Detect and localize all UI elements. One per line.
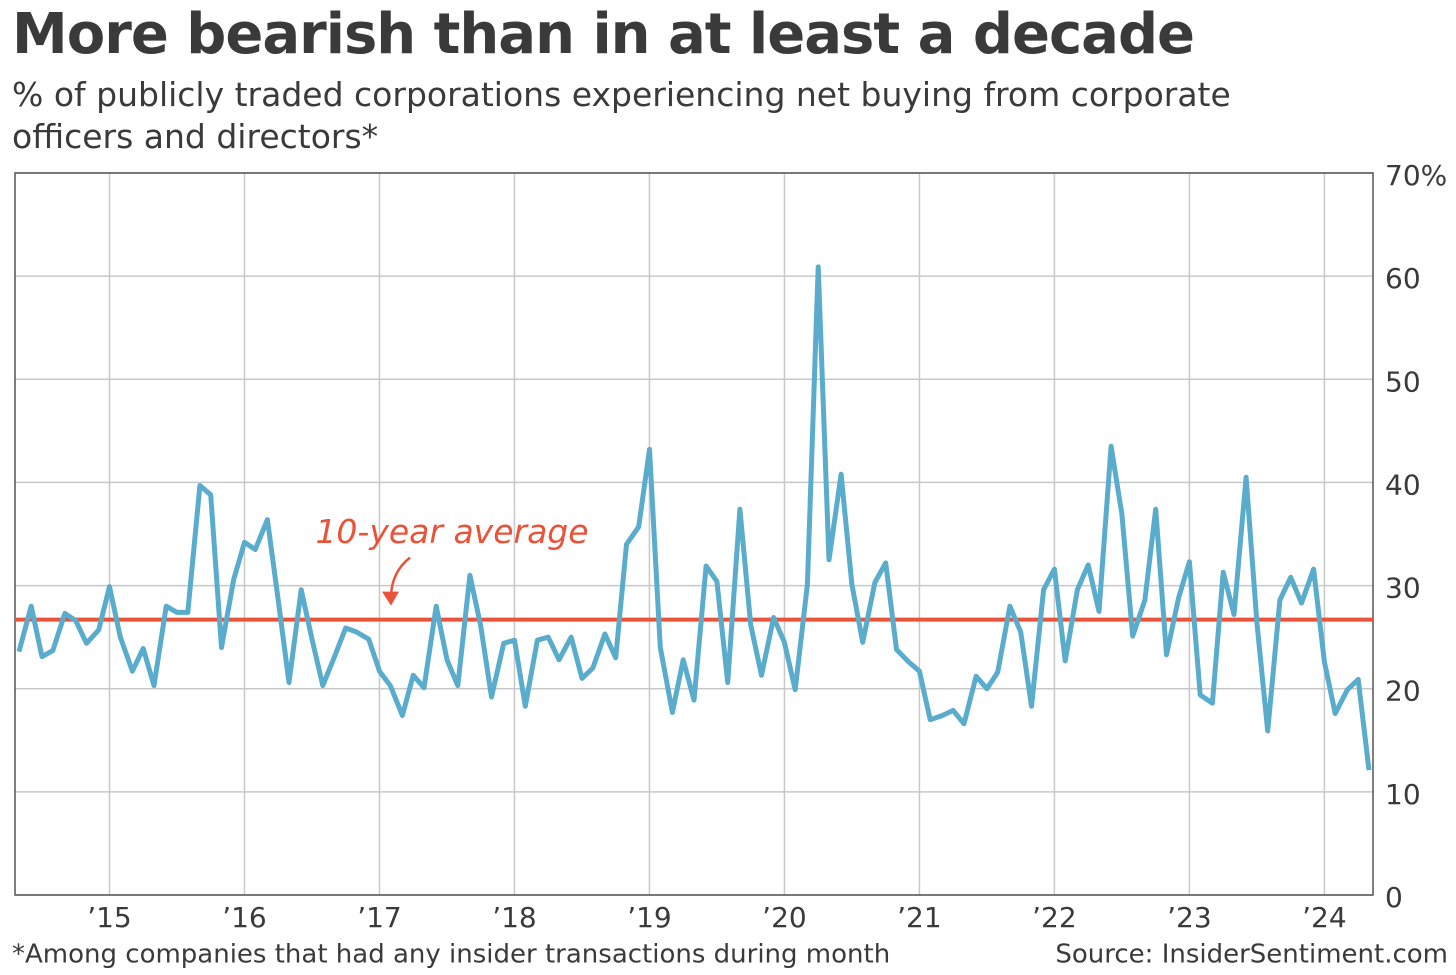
y-tick-label: 10 (1385, 778, 1421, 811)
reference-label: 10-year average (315, 512, 588, 551)
annotation-arrow (389, 556, 411, 596)
x-tick-label: ’17 (357, 901, 402, 934)
x-tick-label: ’19 (627, 901, 672, 934)
y-tick-label: 20 (1385, 675, 1421, 708)
chart-title: More bearish than in at least a decade (12, 2, 1195, 67)
x-tick-label: ’16 (222, 901, 267, 934)
x-tick-label: ’24 (1302, 901, 1347, 934)
data-line (16, 264, 1372, 771)
x-tick-label: ’21 (897, 901, 942, 934)
y-tick-label: 60 (1385, 262, 1421, 295)
source: Source: InsiderSentiment.com (1055, 940, 1448, 970)
x-tick-label: ’22 (1032, 901, 1077, 934)
x-tick-label: ’20 (762, 901, 807, 934)
y-tick-label: 40 (1385, 468, 1421, 501)
x-tick-label: ’23 (1167, 901, 1212, 934)
plot-frame (14, 172, 1374, 896)
y-tick-label: 0 (1385, 881, 1403, 914)
y-tick-label: 70% (1385, 159, 1447, 192)
x-tick-label: ’15 (87, 901, 132, 934)
y-tick-label: 50 (1385, 365, 1421, 398)
footnote: *Among companies that had any insider tr… (12, 940, 890, 970)
y-tick-label: 30 (1385, 572, 1421, 605)
chart-subtitle: % of publicly traded corporations experi… (12, 75, 1231, 156)
x-tick-label: ’18 (492, 901, 537, 934)
annotation-arrowhead (382, 591, 399, 606)
